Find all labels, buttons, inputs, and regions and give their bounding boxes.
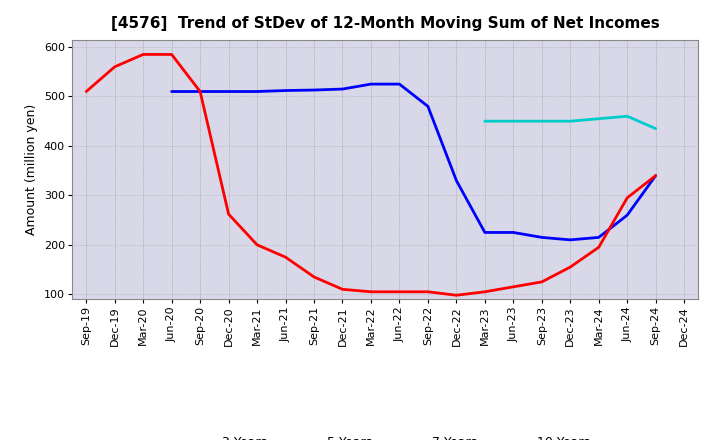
- Legend: 3 Years, 5 Years, 7 Years, 10 Years: 3 Years, 5 Years, 7 Years, 10 Years: [176, 431, 595, 440]
- Title: [4576]  Trend of StDev of 12-Month Moving Sum of Net Incomes: [4576] Trend of StDev of 12-Month Moving…: [111, 16, 660, 32]
- Y-axis label: Amount (million yen): Amount (million yen): [25, 104, 38, 235]
